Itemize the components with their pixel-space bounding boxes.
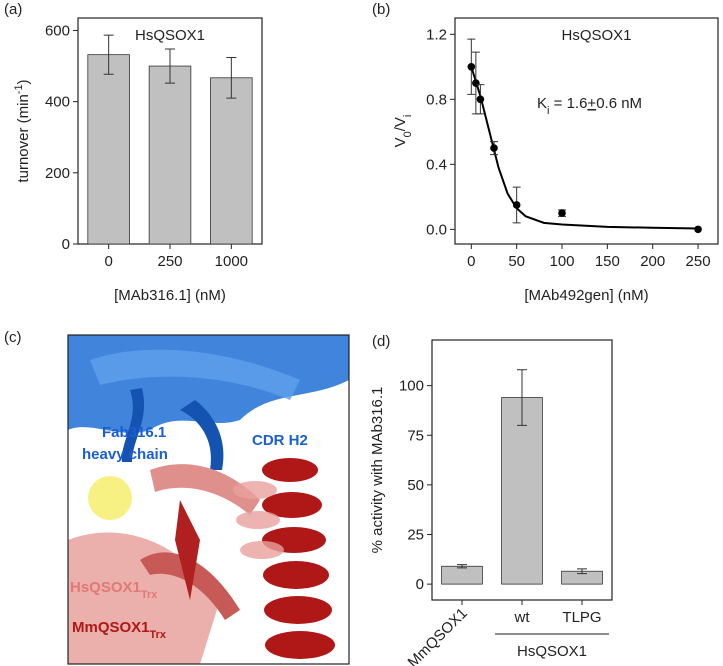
panel-label: (c): [4, 329, 22, 346]
text-part: K: [537, 95, 547, 112]
text-part: 0.6 nM: [596, 95, 642, 112]
y-tick-label: 100: [399, 378, 424, 395]
point: [476, 95, 485, 104]
point: [490, 144, 498, 152]
point: [472, 79, 480, 87]
structure-drawing: [68, 335, 349, 664]
error-bar: [226, 57, 237, 99]
chart-title: HsQSOX1: [561, 27, 631, 44]
x-tick-label: 50: [508, 253, 525, 270]
text-part: Trx: [150, 629, 167, 641]
y-tick-label: 200: [45, 165, 70, 182]
error-bar: [103, 34, 114, 75]
error-bar: [165, 48, 175, 84]
y-tick-label: 0: [416, 576, 424, 593]
text-part: +: [587, 95, 596, 112]
y-tick-label: 0: [62, 236, 70, 253]
point: [512, 201, 521, 209]
x-tick-label: MmQSOX1: [405, 605, 471, 666]
structure-panel: (c) Fab316.1 heavy chain CDR H2 HsQSOX1T…: [4, 329, 350, 665]
fit-line: [470, 66, 699, 230]
bar: [501, 397, 543, 585]
bar: [87, 54, 130, 245]
text-part: = 1.6: [549, 95, 587, 112]
cdr-label: CDR H2: [252, 432, 308, 449]
y-tick-label: 75: [407, 427, 424, 444]
x-tick-label: 0: [104, 253, 112, 270]
text-part: 0: [402, 131, 414, 137]
x-tick-label: wt: [514, 609, 531, 626]
structure-frame: [67, 334, 350, 665]
text-part: MmQSOX1: [72, 619, 150, 636]
x-tick-label: 0: [467, 253, 475, 270]
panel-label: (d): [372, 333, 390, 350]
text-part: i: [547, 105, 549, 117]
text-part: i: [402, 115, 414, 117]
point: [694, 225, 702, 234]
panel-label: (a): [4, 1, 22, 18]
text-part: turnover (min: [15, 94, 32, 182]
text-part: /V: [392, 117, 409, 131]
text-part: [MAb492gen] (nM): [524, 287, 648, 304]
text-part: HsQSOX1: [70, 579, 141, 596]
y-axis-label: V0/Vi: [392, 115, 414, 148]
plot-frame: [454, 17, 719, 245]
y-axis-label: % activity with MAb316.1: [369, 387, 386, 554]
point: [467, 62, 476, 71]
y-tick-label: 50: [407, 477, 424, 494]
y-tick-label: 0.8: [426, 91, 447, 108]
x-axis-label: [MAb492gen] (nM): [524, 287, 648, 304]
text-part: [MAb316.1] (nM): [114, 287, 226, 304]
error-bar: [457, 564, 467, 569]
error-bar: [517, 369, 527, 426]
y-axis-label: turnover (min-1): [13, 79, 32, 182]
y-tick-label: 25: [407, 527, 424, 544]
text-part: Trx: [141, 589, 158, 601]
text-part: ): [15, 79, 32, 84]
text-part: -1: [13, 84, 25, 94]
y-tick-label: 0.4: [426, 156, 447, 173]
text-part: V: [392, 137, 409, 147]
bar: [441, 565, 483, 585]
bar: [148, 65, 192, 245]
y-tick-label: 1.2: [426, 26, 447, 43]
bar: [210, 77, 253, 245]
annotation: Ki = 1.6+0.6 nM: [537, 95, 642, 117]
x-tick-label: 100: [549, 253, 574, 270]
panel-label: (b): [372, 1, 390, 18]
group-label: HsQSOX1: [517, 643, 587, 660]
chart-title: HsQSOX1: [135, 27, 205, 44]
x-tick-label: 1000: [215, 253, 248, 270]
x-tick-label: 250: [157, 253, 182, 270]
hs-label: HsQSOX1Trx: [70, 579, 158, 601]
x-tick-label: TLPG: [562, 609, 601, 626]
x-tick-label: 150: [595, 253, 620, 270]
fab-label: Fab316.1: [102, 424, 166, 441]
x-tick-label: 250: [686, 253, 711, 270]
y-tick-label: 0.0: [426, 221, 447, 238]
mm-label: MmQSOX1Trx: [72, 619, 167, 641]
y-tick-label: 400: [45, 94, 70, 111]
x-tick-label: 200: [640, 253, 665, 270]
y-tick-label: 600: [45, 22, 70, 39]
fab-label: heavy chain: [82, 446, 168, 463]
text-part: % activity with MAb316.1: [369, 387, 386, 554]
point: [558, 209, 566, 217]
x-axis-label: [MAb316.1] (nM): [114, 287, 226, 304]
error-bar: [577, 568, 587, 575]
